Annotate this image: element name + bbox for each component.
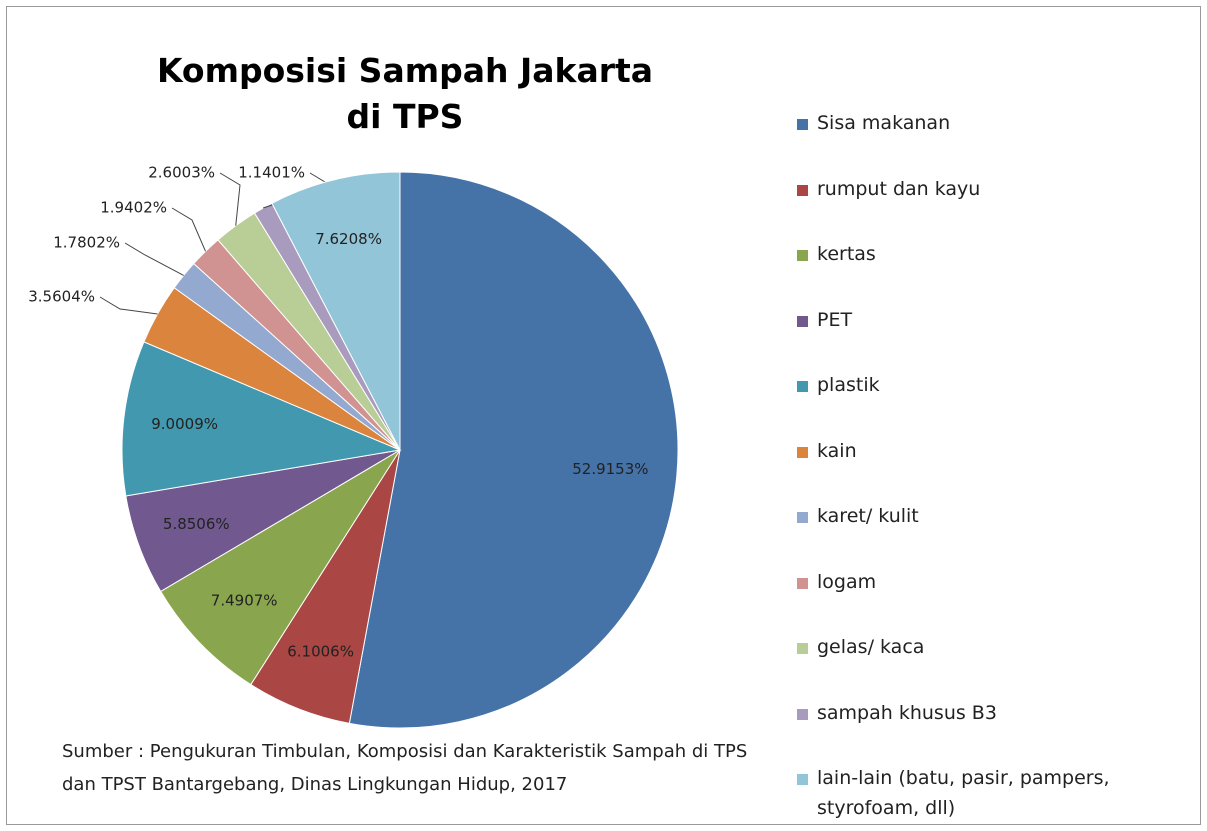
legend-item: kertas — [797, 239, 1197, 305]
pie-slice — [348, 171, 679, 729]
data-label: 9.0009% — [151, 415, 218, 433]
data-label: 5.8506% — [163, 515, 230, 533]
data-label: 7.6208% — [315, 230, 382, 248]
legend-swatch — [797, 315, 808, 327]
legend-swatch — [797, 512, 808, 523]
legend-label: kain — [817, 439, 857, 462]
leader-line — [171, 207, 206, 252]
legend-item: rumput dan kayu — [797, 174, 1197, 240]
legend-item: plastik — [797, 370, 1197, 436]
legend-label: rumput dan kayu — [817, 177, 981, 200]
source-note: Sumber : Pengukuran Timbulan, Komposisi … — [62, 741, 748, 795]
legend-item: sampah khusus B3 — [797, 698, 1197, 764]
pie-slice — [159, 449, 401, 686]
data-label: 6.1006% — [287, 642, 354, 660]
data-label: 1.7802% — [53, 234, 120, 252]
legend-label: PET — [817, 308, 853, 331]
legend-swatch — [797, 774, 808, 785]
chart-title: Komposisi Sampah Jakarta di TPS — [156, 51, 654, 136]
legend-item: PET — [797, 305, 1197, 371]
legend-swatch — [797, 119, 808, 130]
legend-swatch — [797, 708, 808, 720]
legend-item: Sisa makanan — [797, 108, 1197, 174]
data-label: 2.6003% — [148, 164, 215, 182]
legend-label: lain-lain (batu, pasir, pampers, styrofo… — [817, 767, 1110, 819]
data-label: 52.9153% — [572, 460, 648, 478]
data-label: 1.9402% — [100, 199, 167, 217]
data-label: 3.5604% — [28, 288, 95, 306]
data-label: 1.1401% — [238, 164, 305, 182]
legend-swatch — [797, 381, 808, 392]
legend-label: gelas/ kaca — [817, 636, 925, 658]
pie-slice — [121, 341, 402, 497]
legend-item: logam — [797, 567, 1197, 633]
pie-slice — [271, 171, 401, 451]
legend-label: kertas — [817, 243, 876, 265]
legend-swatch — [797, 577, 808, 589]
legend-label: karet/ kulit — [817, 505, 919, 527]
legend-item: kain — [797, 436, 1197, 502]
data-label: 7.4907% — [211, 591, 278, 609]
legend-swatch — [797, 250, 808, 261]
leader-line — [124, 242, 184, 276]
legend-item: karet/ kulit — [797, 501, 1197, 567]
legend-item: lain-lain (batu, pasir, pampers, styrofo… — [797, 763, 1197, 829]
legend-label: logam — [817, 570, 877, 593]
legend-label: Sisa makanan — [817, 112, 951, 134]
legend-item: gelas/ kaca — [797, 632, 1197, 698]
legend-swatch — [797, 184, 808, 196]
legend-label: sampah khusus B3 — [817, 701, 997, 724]
legend-label: plastik — [817, 374, 880, 396]
legend: Sisa makanan rumput dan kayu kertas PET plas… — [797, 108, 1197, 829]
legend-swatch — [797, 643, 808, 654]
legend-swatch — [797, 446, 808, 458]
leader-line — [99, 296, 158, 315]
chart-frame — [6, 6, 1201, 825]
leader-line — [219, 172, 241, 226]
